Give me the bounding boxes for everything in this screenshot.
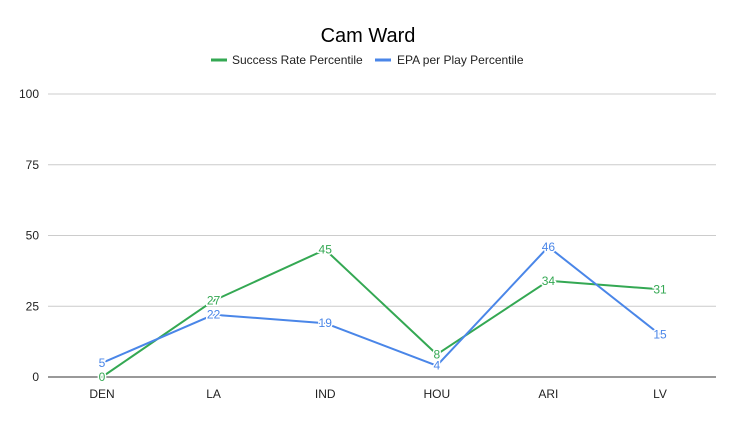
x-tick-label-la: LA [206,387,221,401]
data-label-s0-la: 27 [207,294,221,308]
data-label-s0-hou: 8 [433,347,440,361]
legend-label-success-rate: Success Rate Percentile [232,53,363,67]
y-axis: 0 25 50 75 100 [19,87,39,384]
data-label-s1-hou: 4 [433,359,440,373]
y-tick-label-25: 25 [26,299,40,313]
legend-item-success-rate: Success Rate Percentile [211,53,363,67]
chart-title: Cam Ward [321,25,416,47]
y-tick-label-50: 50 [26,229,40,243]
x-axis: DEN LA IND HOU ARI LV [89,387,667,401]
series-lines [101,245,661,378]
data-label-s1-den: 5 [99,356,106,370]
x-tick-label-ind: IND [315,387,336,401]
legend-label-epa-per-play: EPA per Play Percentile [397,53,524,67]
x-tick-label-den: DEN [89,387,114,401]
data-label-s1-lv: 15 [653,328,667,342]
legend: Success Rate Percentile EPA per Play Per… [211,53,524,67]
y-tick-label-100: 100 [19,87,39,101]
data-label-s1-la: 22 [207,308,221,322]
data-label-s0-ari: 34 [542,274,556,288]
series-line-0 [101,248,661,378]
y-tick-label-0: 0 [32,370,39,384]
x-tick-label-hou: HOU [423,387,450,401]
data-label-s0-lv: 31 [653,282,667,296]
data-label-s0-ind: 45 [319,243,333,257]
series-line-1 [101,245,661,367]
legend-item-epa-per-play: EPA per Play Percentile [375,53,524,67]
x-tick-label-ari: ARI [538,387,558,401]
gridlines [48,93,716,378]
x-tick-label-lv: LV [653,387,667,401]
data-label-s1-ari: 46 [542,240,556,254]
data-label-s1-ind: 19 [319,316,333,330]
data-label-s0-den: 0 [99,370,106,384]
data-labels: 0 27 45 8 34 31 5 22 19 4 46 15 [97,238,668,385]
y-tick-label-75: 75 [26,158,40,172]
